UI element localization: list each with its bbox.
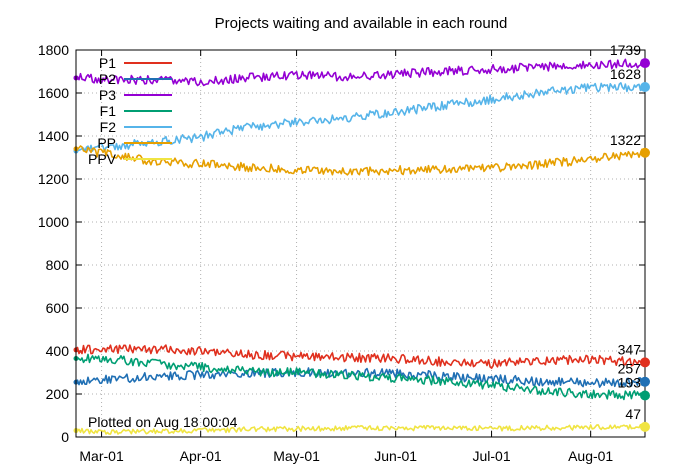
series-end-label: 47 <box>625 406 641 422</box>
y-tick-label: 0 <box>61 429 69 445</box>
grid <box>76 50 645 437</box>
series-end-point <box>640 147 650 158</box>
series-line-p2 <box>75 367 646 388</box>
chart-title: Projects waiting and available in each r… <box>215 15 508 32</box>
series-end-point <box>640 390 650 401</box>
series-end-label: 1322 <box>610 132 641 148</box>
y-tick-label: 1000 <box>38 214 69 230</box>
x-tick-label: Jun-01 <box>374 448 417 464</box>
series-line-p3 <box>75 58 646 87</box>
legend-label: P3 <box>99 87 116 103</box>
series-end-label: 257 <box>618 361 642 377</box>
series-lines <box>73 58 646 435</box>
x-tick-label: Jul-01 <box>472 448 510 464</box>
series-end-point <box>640 357 650 368</box>
y-tick-label: 1200 <box>38 171 69 187</box>
y-tick-label: 800 <box>46 257 70 273</box>
x-tick-label: Apr-01 <box>180 448 222 464</box>
x-tick-label: Mar-01 <box>79 448 124 464</box>
y-tick-label: 1600 <box>38 85 69 101</box>
series-end-label: 1739 <box>610 42 641 58</box>
y-axis: 0 200 400 600 800 1000 1200 1400 1600 1800 <box>38 42 645 445</box>
series-end-point <box>640 81 650 92</box>
y-tick-label: 1400 <box>38 128 69 144</box>
series-end-point <box>640 376 650 387</box>
legend-label: P2 <box>99 71 116 87</box>
legend-label: F1 <box>100 103 117 119</box>
series-line-f1 <box>75 353 646 401</box>
series-line-p1 <box>75 344 645 370</box>
series-end-point <box>640 421 650 432</box>
legend-label: PPV <box>88 151 117 167</box>
x-tick-label: Aug-01 <box>568 448 613 464</box>
y-tick-label: 200 <box>46 386 70 402</box>
y-tick-label: 1800 <box>38 42 69 58</box>
plot-frame <box>75 49 646 438</box>
legend-label: PP <box>97 135 116 151</box>
series-end-label: 193 <box>618 375 642 391</box>
series-end-label: 347 <box>618 341 642 357</box>
y-tick-label: 600 <box>46 300 70 316</box>
legend-label: F2 <box>100 119 117 135</box>
series-line-pp <box>75 145 646 176</box>
series-end-label: 1628 <box>610 66 641 82</box>
plot-annotation: Plotted on Aug 18 00:04 <box>88 414 238 430</box>
y-tick-label: 400 <box>46 343 70 359</box>
series-end-point <box>640 58 650 69</box>
series-line-ppv <box>75 423 646 435</box>
end-labels: 347 257 1739 193 1628 1322 47 <box>610 42 650 432</box>
x-tick-label: May-01 <box>273 448 320 464</box>
x-axis: Mar-01 Apr-01 May-01 Jun-01 Jul-01 Aug-01 <box>79 50 613 464</box>
legend-label: P1 <box>99 55 116 71</box>
